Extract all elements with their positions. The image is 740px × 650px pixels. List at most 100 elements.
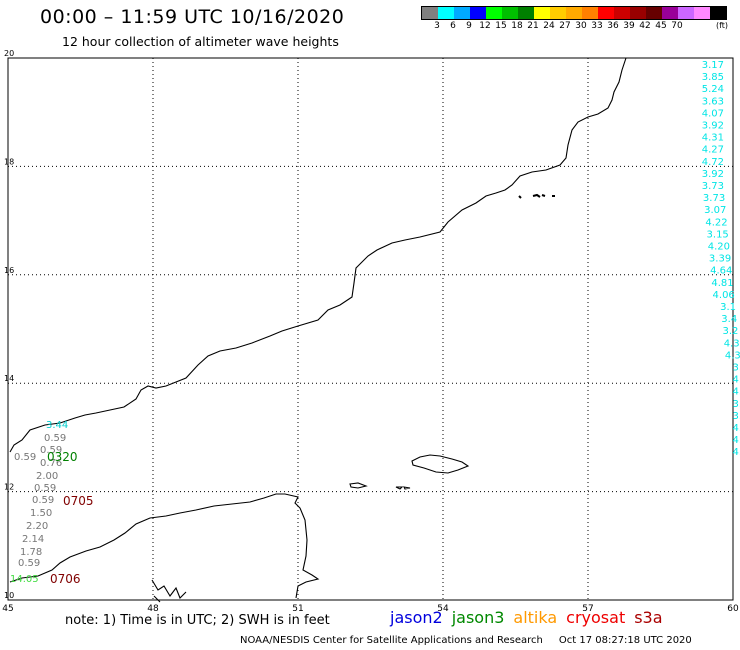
swh-value: 4.27 (702, 145, 724, 156)
swh-value: 0.59 (34, 483, 56, 494)
color-swatch (534, 7, 550, 19)
latitude-labels: 20 18 16 14 12 10 (4, 49, 14, 600)
coastal-fragment (151, 579, 187, 603)
swh-value: 3. (732, 411, 740, 422)
color-scale-labels: 3 6 9 12 15 18 21 24 27 30 33 36 39 42 45 70 (421, 21, 740, 33)
swh-value: 4.72 (702, 157, 724, 168)
swh-value: 4.81 (711, 278, 733, 289)
color-swatch (470, 7, 486, 19)
color-scale-tick: 6 (450, 21, 456, 31)
color-scale-tick: 70 (671, 21, 683, 31)
color-swatch (502, 7, 518, 19)
samhah-island (395, 486, 411, 490)
footer-note: note: 1) Time is in UTC; 2) SWH is in fe… (65, 613, 330, 628)
color-scale-tick: 33 (591, 21, 603, 31)
swh-value: 1.78 (20, 547, 42, 558)
swh-value: 3.85 (702, 72, 724, 83)
color-scale-tick: 15 (495, 21, 507, 31)
socotra-island (411, 454, 470, 474)
color-scale-tick: 30 (575, 21, 587, 31)
latitude-tick: 20 (4, 49, 14, 58)
color-scale-unit: (ft) (716, 21, 729, 30)
color-swatch (710, 7, 726, 19)
color-scale-tick: 27 (559, 21, 571, 31)
pass-time-label: 0320 (47, 450, 78, 464)
swh-value: 0.76 (40, 458, 62, 469)
swh-value: 1.50 (30, 508, 52, 519)
somali-coastline (9, 493, 320, 599)
swh-value: 3.92 (702, 169, 724, 180)
longitude-tick: 57 (582, 604, 593, 614)
longitude-tick: 45 (2, 604, 13, 614)
swh-value: 3. (732, 399, 740, 410)
pass-time-label: 0705 (63, 494, 94, 508)
satellite-legend-item: s3a (634, 608, 663, 627)
swh-value: 3.73 (702, 181, 724, 192)
swh-value: 3.73 (703, 193, 725, 204)
latitude-tick: 18 (4, 157, 14, 166)
swh-value: 0.59 (18, 558, 40, 569)
color-swatch (438, 7, 454, 19)
swh-value: 4. (732, 423, 740, 434)
right-track-values: 3.173.855.243.634.073.924.314.274.723.92… (702, 60, 740, 458)
latitude-tick: 16 (4, 266, 14, 275)
map-title: 00:00 – 11:59 UTC 10/16/2020 (40, 6, 345, 28)
swh-value: 3.2 (722, 326, 738, 337)
color-swatch (582, 7, 598, 19)
swh-value: 3.15 (707, 229, 729, 240)
color-swatch (694, 7, 710, 19)
swh-value: 3.1 (720, 302, 736, 313)
swh-value: 3.17 (702, 60, 724, 71)
longitude-tick: 60 (727, 604, 739, 614)
longitude-labels: 45 48 51 54 57 60 (2, 604, 739, 614)
color-scale-tick: 42 (639, 21, 651, 31)
left-track-values: 3.440.590.590.590.762.000.590.591.502.20… (10, 420, 68, 585)
swh-value: 0.59 (44, 433, 66, 444)
swh-value: 3.92 (702, 121, 724, 132)
swh-value: 3.44 (46, 420, 68, 431)
swh-value: 5.24 (702, 84, 724, 95)
footer-credit: NOAA/NESDIS Center for Satellite Applica… (240, 635, 692, 646)
color-scale-tick: 36 (607, 21, 619, 31)
color-scale-tick: 24 (543, 21, 555, 31)
latitude-tick: 10 (4, 591, 14, 600)
coastline (9, 57, 627, 603)
pass-time-labels: 0320 0705 0706 (47, 450, 94, 586)
color-swatch (678, 7, 694, 19)
color-swatch (614, 7, 630, 19)
satellite-legend-item: jason3 (451, 608, 505, 627)
swh-value: 3. (732, 363, 740, 374)
swh-value: 4. (732, 375, 740, 386)
swh-value: 3.63 (702, 96, 724, 107)
swh-value: 4.20 (708, 242, 730, 253)
color-swatch (630, 7, 646, 19)
color-swatch (422, 7, 438, 19)
pass-time-label: 0706 (50, 572, 81, 586)
swh-value: 4. (732, 447, 740, 458)
color-swatch (550, 7, 566, 19)
color-scale-tick: 18 (511, 21, 523, 31)
swh-value: 0.59 (32, 495, 54, 506)
color-swatch (518, 7, 534, 19)
swh-value: 3.39 (709, 254, 731, 265)
longitude-tick: 54 (437, 604, 449, 614)
color-scale-tick: 12 (479, 21, 491, 31)
map-subtitle: 12 hour collection of altimeter wave hei… (62, 34, 339, 49)
color-scale-bar (421, 6, 727, 20)
color-swatch (646, 7, 662, 19)
color-scale-tick: 3 (434, 21, 440, 31)
kuria-muria-islands (518, 193, 555, 199)
satellite-legend: jason2 jason3 altika cryosat s3a (390, 608, 663, 627)
satellite-legend-item: altika (513, 608, 558, 627)
color-swatch (454, 7, 470, 19)
lat-lon-grid (8, 58, 733, 600)
longitude-tick: 51 (292, 604, 303, 614)
abd-al-kuri-island (349, 482, 368, 489)
swh-value: 4.3 (724, 338, 740, 349)
color-swatch (598, 7, 614, 19)
color-swatch (566, 7, 582, 19)
color-scale-tick: 9 (466, 21, 472, 31)
latitude-tick: 12 (4, 483, 14, 492)
swh-value: 4.06 (713, 290, 735, 301)
